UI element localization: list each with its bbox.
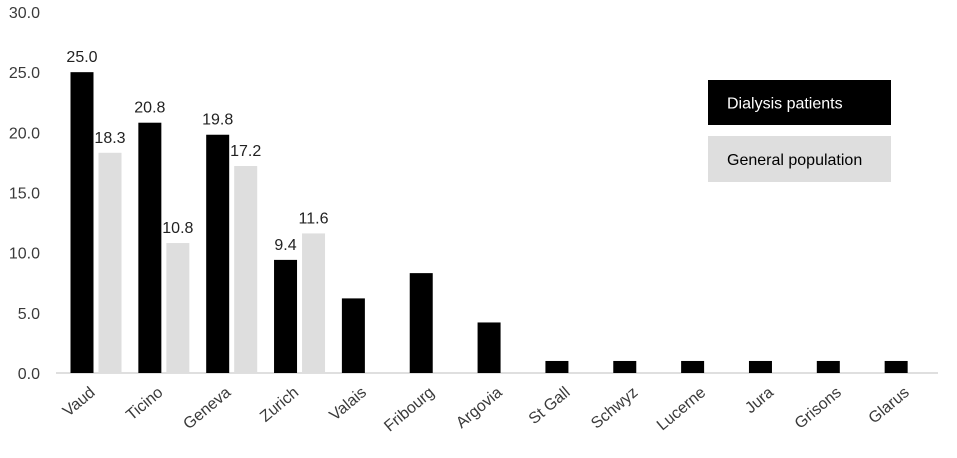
bar-dialysis-jura <box>748 360 772 373</box>
bar-dialysis-zurich <box>274 259 298 373</box>
x-tick-label: Vaud <box>60 384 99 420</box>
bar-general-zurich <box>302 233 326 373</box>
legend-label: Dialysis patients <box>727 96 843 113</box>
data-label: 18.3 <box>94 130 125 147</box>
bar-general-ticino <box>166 243 190 373</box>
bar-dialysis-ticino <box>138 122 162 373</box>
y-tick-label: 30.0 <box>9 5 40 22</box>
y-axis: 0.0 5.0 10.0 15.0 20.0 25.0 30.0 <box>9 5 40 383</box>
x-tick-label: Ticino <box>123 384 166 424</box>
data-label: 11.6 <box>299 210 329 227</box>
x-tick-label: Glarus <box>866 384 913 427</box>
legend: Dialysis patients General population <box>708 80 891 182</box>
bar-dialysis-st-gall <box>545 360 569 373</box>
x-tick-label: Jura <box>742 384 777 417</box>
bar-dialysis-glarus <box>884 360 908 373</box>
bar-dialysis-grisons <box>816 360 840 373</box>
y-tick-label: 5.0 <box>18 306 40 323</box>
x-tick-label: Fribourg <box>381 384 438 435</box>
bar-dialysis-fribourg <box>409 273 433 373</box>
x-tick-label: Valais <box>327 384 370 424</box>
y-tick-label: 25.0 <box>9 65 40 82</box>
data-label: 9.4 <box>274 237 296 254</box>
bar-dialysis-geneva <box>206 134 230 373</box>
legend-swatch-dialysis <box>708 80 891 125</box>
data-label: 25.0 <box>66 49 97 66</box>
bars <box>70 72 908 374</box>
bar-dialysis-lucerne <box>681 360 705 373</box>
x-tick-label: St Gall <box>526 384 574 428</box>
x-tick-label: Argovia <box>453 384 506 432</box>
legend-label: General population <box>727 152 862 169</box>
x-tick-label: Geneva <box>180 384 234 433</box>
data-label: 10.8 <box>162 220 193 237</box>
legend-swatch-general <box>708 136 891 182</box>
bar-dialysis-valais <box>341 298 365 373</box>
y-tick-label: 0.0 <box>18 366 40 383</box>
x-tick-label: Grisons <box>792 384 845 432</box>
x-tick-label: Lucerne <box>654 384 709 434</box>
data-label: 19.8 <box>202 112 233 129</box>
data-label: 17.2 <box>230 143 261 160</box>
bar-dialysis-schwyz <box>613 360 637 373</box>
data-label: 20.8 <box>134 100 165 117</box>
y-tick-label: 20.0 <box>9 125 40 142</box>
y-tick-label: 15.0 <box>9 186 40 203</box>
bar-dialysis-vaud <box>70 72 94 374</box>
bar-dialysis-argovia <box>477 322 501 373</box>
x-tick-label: Schwyz <box>588 384 641 432</box>
y-tick-label: 10.0 <box>9 246 40 263</box>
x-tick-label: Zurich <box>257 384 302 426</box>
x-axis: Vaud Ticino Geneva Zurich Valais Fribourg Argo… <box>60 384 913 435</box>
data-labels: 25.0 18.3 20.8 10.8 19.8 17.2 9.411.6 <box>66 49 328 254</box>
bar-general-vaud <box>98 152 122 373</box>
bar-general-geneva <box>234 166 258 373</box>
